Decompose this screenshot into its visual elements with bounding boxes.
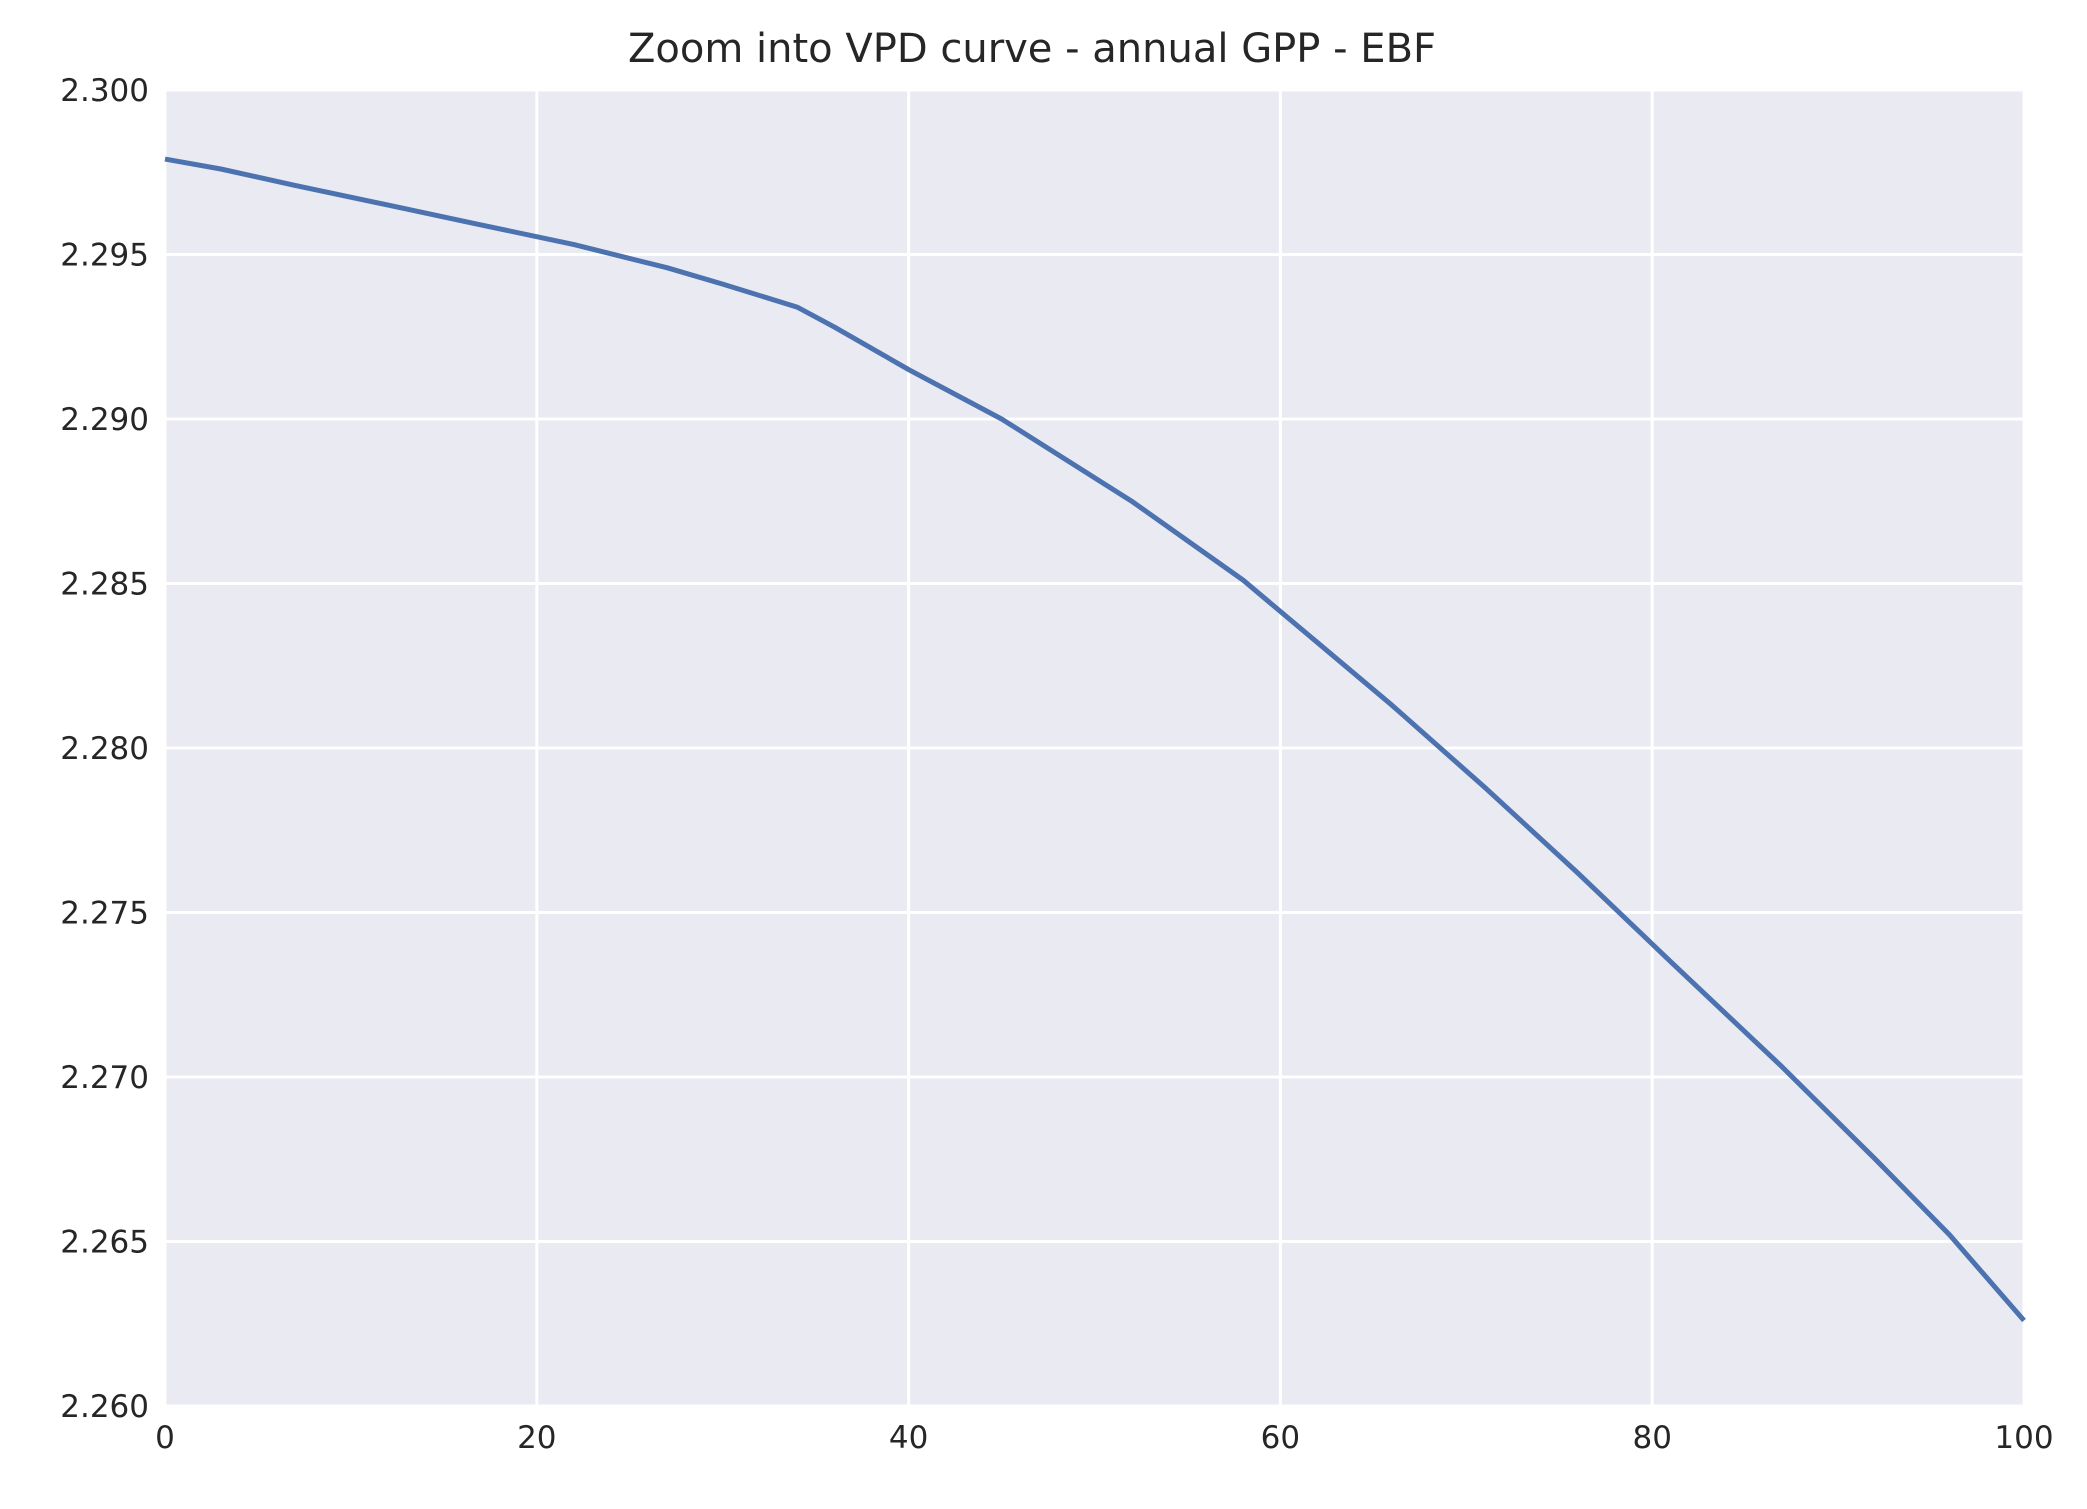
x-tick-label: 20 [517, 1420, 556, 1456]
y-tick-label: 2.290 [60, 402, 149, 438]
x-axis-ticks: 0 20 40 60 80 100 [155, 1420, 2053, 1456]
series-layer [164, 156, 2026, 1323]
x-tick-label: 100 [1994, 1420, 2053, 1456]
y-tick-label: 2.265 [60, 1225, 149, 1261]
y-axis-ticks: 2.260 2.265 2.270 2.275 2.280 2.285 2.290 2.295… [60, 73, 149, 1425]
y-tick-label: 2.285 [60, 567, 149, 603]
x-tick-label: 80 [1632, 1420, 1671, 1456]
y-tick-label: 2.275 [60, 896, 149, 932]
chart-title: Zoom into VPD curve - annual GPP - EBF [628, 26, 1436, 72]
y-tick-label: 2.300 [60, 73, 149, 109]
x-tick-label: 0 [155, 1420, 175, 1456]
grid-lines [163, 88, 2026, 1408]
series-line [164, 156, 2026, 1323]
y-tick-label: 2.295 [60, 238, 149, 274]
y-tick-label: 2.280 [60, 731, 149, 767]
y-tick-label: 2.270 [60, 1060, 149, 1096]
y-tick-label: 2.260 [60, 1389, 149, 1425]
x-tick-label: 40 [889, 1420, 928, 1456]
x-tick-label: 60 [1261, 1420, 1300, 1456]
